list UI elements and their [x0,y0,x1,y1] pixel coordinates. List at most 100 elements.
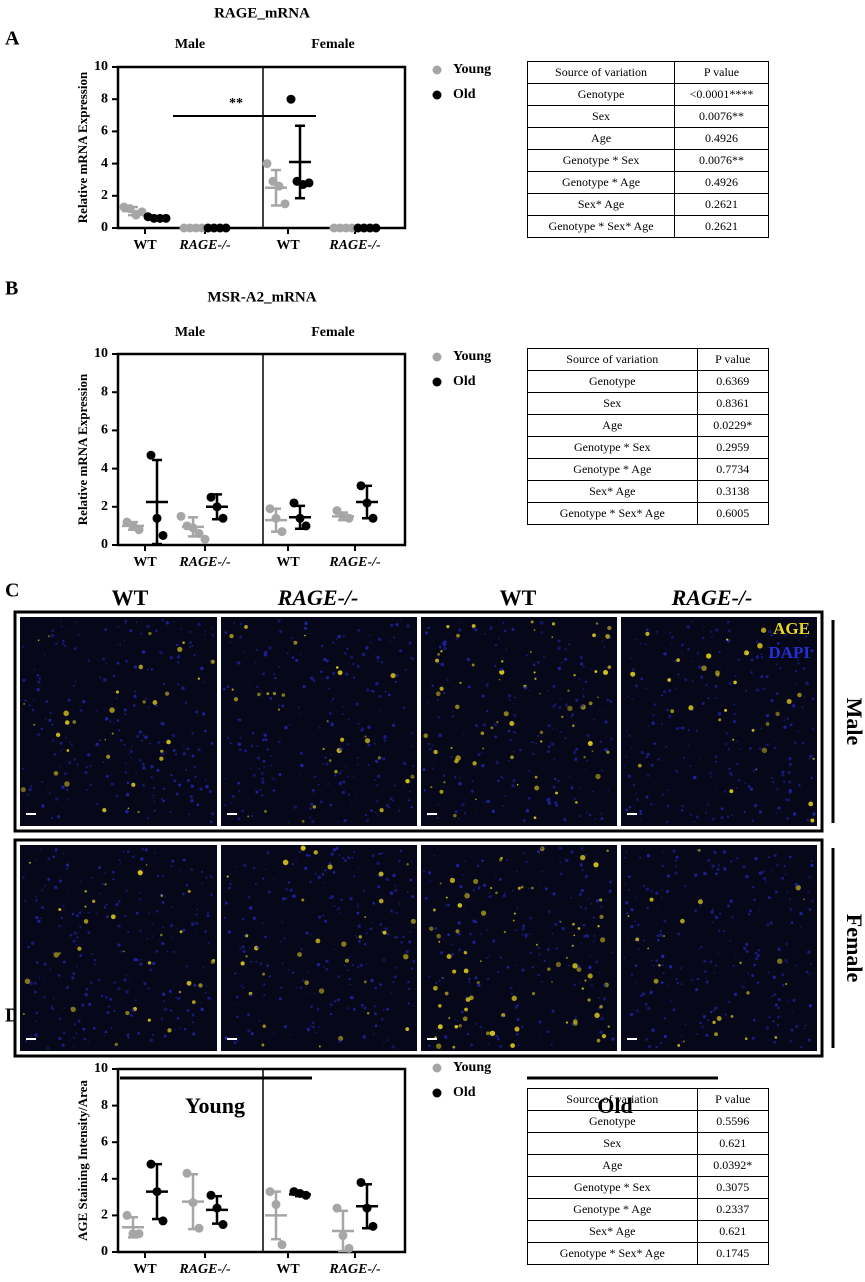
stain-spot [752,769,755,773]
stain-spot [525,860,528,864]
stain-spot [387,693,391,697]
stain-spot [378,852,381,856]
stain-spot [116,644,119,646]
table-header: Source of variation P value [526,61,769,84]
stain-spot [28,1035,31,1038]
stain-spot [288,724,291,726]
stain-spot [22,645,25,648]
stain-spot [501,1013,506,1018]
stain-spot [253,866,256,870]
stain-spot [650,803,653,806]
stain-spot [593,934,596,937]
stain-spot [364,738,371,744]
stain-spot [767,896,771,899]
stain-spot [777,1006,780,1010]
stain-spot [348,978,351,981]
stain-spot [402,761,407,766]
stain-spot [547,690,549,692]
stain-spot [34,1033,38,1037]
x-tick-label: WT [133,238,157,253]
stain-spot [143,982,147,985]
stain-spot [439,951,444,955]
stain-spot [703,959,707,963]
data-point [134,1229,144,1239]
stain-spot [515,1032,519,1036]
stain-spot [370,641,372,644]
stain-spot [756,640,759,644]
stain-spot [363,980,367,984]
stain-spot [573,798,576,800]
stain-spot [386,1007,390,1011]
stain-spot [261,777,265,781]
stain-spot [709,1010,713,1014]
table-cell: 0.621 [696,1220,770,1243]
stain-spot [302,979,305,982]
stain-spot [227,886,231,890]
stain-spot [318,1045,321,1048]
stain-spot [551,742,555,746]
stain-spot [65,737,67,739]
stain-spot [597,925,600,928]
stain-spot [437,652,441,656]
stain-spot [340,737,345,742]
table-cell: Sex* Age [527,1220,698,1243]
stain-spot [536,850,541,854]
stain-spot [272,878,275,881]
y-axis-label: Relative mRNA Expression [75,71,90,223]
stain-spot [784,634,787,637]
stain-spot [531,886,534,890]
stain-spot [786,817,789,820]
stain-spot [479,960,482,963]
stain-spot [514,696,517,699]
stain-spot [537,947,540,950]
stain-spot [444,1035,448,1039]
stain-spot [310,1024,312,1027]
stain-spot [487,1043,490,1046]
stain-spot [486,799,490,804]
stain-spot [354,934,356,936]
stain-spot [739,748,742,751]
stain-spot [788,780,792,784]
stain-spot [775,812,778,815]
table-row: Sex* Age 0.2621 [526,193,769,216]
stain-spot [264,809,268,813]
stain-spot [304,634,306,637]
stain-spot [499,956,502,959]
stain-spot [481,694,485,698]
data-point [218,1220,228,1230]
stain-spot [745,942,749,947]
stain-spot [687,745,690,747]
stain-spot [434,1036,437,1039]
stain-spot [201,712,206,716]
stain-spot [558,705,562,709]
stain-spot [374,1024,378,1027]
stain-spot [592,940,595,943]
stain-spot [104,739,107,741]
stain-spot [58,765,61,767]
stain-spot [511,890,514,892]
stain-spot [408,799,411,802]
stain-spot [312,805,317,809]
stain-spot [389,891,394,895]
stain-spot [49,792,51,794]
stain-spot [41,906,45,909]
stain-spot [194,930,197,932]
stain-spot [201,882,203,885]
stain-spot [340,898,343,901]
stain-spot [742,985,745,989]
stain-spot [780,1015,783,1017]
stain-spot [454,810,458,814]
y-tick-label: 10 [94,346,108,361]
stain-spot [717,864,721,867]
stain-spot [755,655,760,659]
stain-spot [707,697,710,700]
stain-spot [119,862,121,865]
stain-spot [706,1018,710,1022]
stain-spot [256,945,260,949]
stain-spot [540,847,543,850]
stain-spot [437,1024,443,1030]
stain-spot [80,880,82,883]
stain-spot [226,736,229,739]
stain-spot [164,691,170,696]
stain-spot [263,993,266,997]
